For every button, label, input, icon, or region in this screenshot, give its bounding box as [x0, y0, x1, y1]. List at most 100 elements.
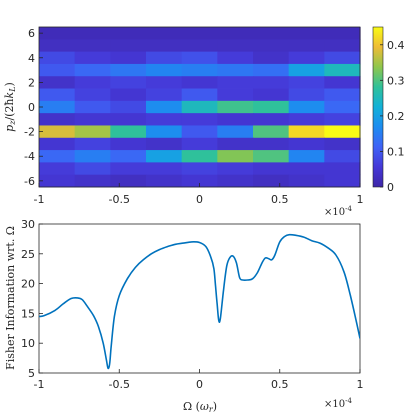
heatmap-cell [288, 113, 325, 126]
heatmap-cell [253, 137, 290, 151]
heatmap-cell [74, 88, 111, 102]
heatmap-y-tick-label: 0 [28, 101, 35, 114]
heatmap-cell [146, 51, 183, 65]
heatmap-cell [74, 174, 111, 188]
heatmap-cell [217, 88, 254, 102]
heatmap-cell [324, 162, 361, 176]
heatmap-cell [39, 39, 76, 53]
heatmap-cell [217, 76, 254, 89]
heatmap-cell [324, 137, 361, 151]
heatmap-y-tick-label: 6 [28, 27, 35, 40]
heatmap-cell [39, 100, 76, 114]
heatmap-cell [288, 76, 325, 89]
heatmap-cell [74, 27, 111, 40]
line-x-tick-label: 0 [196, 378, 203, 391]
heatmap-cell [324, 88, 361, 102]
heatmap-cell [39, 27, 76, 40]
heatmap-cell [110, 63, 147, 77]
heatmap-cell [181, 137, 218, 151]
heatmap-cell [288, 150, 325, 163]
heatmap-cell [146, 39, 183, 53]
heatmap-cell [110, 27, 147, 40]
heatmap-cell [324, 100, 361, 114]
heatmap-cell [253, 100, 290, 114]
heatmap-cell [39, 174, 76, 188]
heatmap-cell [288, 162, 325, 176]
heatmap-cell [181, 150, 218, 163]
heatmap-cell [110, 174, 147, 188]
heatmap-cell [39, 125, 76, 139]
heatmap-cell [253, 150, 290, 163]
line-x-tick-label: 1 [357, 378, 364, 391]
heatmap-cell [217, 51, 254, 65]
heatmap-cell [146, 125, 183, 139]
heatmap-cell [181, 51, 218, 65]
colorbar-tick-label: 0.2 [387, 110, 405, 123]
heatmap-cell [253, 174, 290, 188]
heatmap-cell [74, 51, 111, 65]
heatmap-cell [181, 88, 218, 102]
heatmap-cell [39, 76, 76, 89]
heatmap-cell [288, 51, 325, 65]
heatmap-cell [110, 100, 147, 114]
colorbar: 0 0.1 0.2 0.3 0.4 [372, 26, 405, 194]
heatmap-cell [110, 162, 147, 176]
colorbar-gradient [372, 26, 384, 188]
line-x-tick-label: 0.5 [271, 378, 289, 391]
heatmap-cell [39, 51, 76, 65]
heatmap-cell [110, 137, 147, 151]
heatmap-cell [253, 27, 290, 40]
heatmap-cell [110, 51, 147, 65]
heatmap-panel: -1 -0.5 0 0.5 1 -6 -4 -2 0 2 4 6 pz/(2ħkL) ×10-4 [3, 26, 364, 218]
heatmap-axes: -1 -0.5 0 0.5 1 -6 -4 -2 0 2 4 6 [24, 27, 363, 206]
heatmap-cell [146, 76, 183, 89]
heatmap-cell [181, 113, 218, 126]
heatmap-cell [217, 27, 254, 40]
heatmap-cell [74, 39, 111, 53]
heatmap-cell [217, 150, 254, 163]
line-y-tick-label: 30 [21, 218, 35, 231]
line-ylabel: Fisher Information wrt. Ω [4, 226, 17, 370]
heatmap-cell [110, 113, 147, 126]
heatmap-cell [181, 174, 218, 188]
line-x-tick-label: -1 [34, 378, 45, 391]
heatmap-cell [288, 39, 325, 53]
heatmap-cell [253, 125, 290, 139]
heatmap-x-tick-label: 0 [196, 193, 203, 206]
heatmap-x-tick-label: 1 [357, 193, 364, 206]
heatmap-cell [181, 100, 218, 114]
heatmap-cell [74, 113, 111, 126]
heatmap-cell [324, 125, 361, 139]
heatmap-y-tick-label: -2 [24, 126, 35, 139]
heatmap-cell [288, 63, 325, 77]
heatmap-cell [146, 88, 183, 102]
heatmap-cell [253, 51, 290, 65]
heatmap-cell [253, 63, 290, 77]
heatmap-x-tick-label: -0.5 [109, 193, 130, 206]
line-y-tick-label: 15 [21, 307, 35, 320]
colorbar-tick-label: 0.4 [387, 39, 405, 52]
heatmap-cell [181, 27, 218, 40]
heatmap-cell [146, 27, 183, 40]
heatmap-cell [39, 162, 76, 176]
heatmap-cell [74, 63, 111, 77]
heatmap-cell [253, 113, 290, 126]
heatmap-cell [217, 39, 254, 53]
heatmap-cell [217, 100, 254, 114]
heatmap-cell [181, 39, 218, 53]
heatmap-cell [110, 88, 147, 102]
heatmap-cell [324, 113, 361, 126]
heatmap-cell [253, 39, 290, 53]
heatmap-cell [39, 113, 76, 126]
heatmap-cell [324, 63, 361, 77]
heatmap-cell [110, 125, 147, 139]
heatmap-cell [217, 125, 254, 139]
heatmap-cell [146, 174, 183, 188]
heatmap-cell [39, 88, 76, 102]
heatmap-cell [74, 150, 111, 163]
line-y-tick-label: 10 [21, 337, 35, 350]
heatmap-cell [181, 63, 218, 77]
heatmap-cell [74, 162, 111, 176]
line-x-multiplier: ×10-4 [324, 397, 352, 410]
